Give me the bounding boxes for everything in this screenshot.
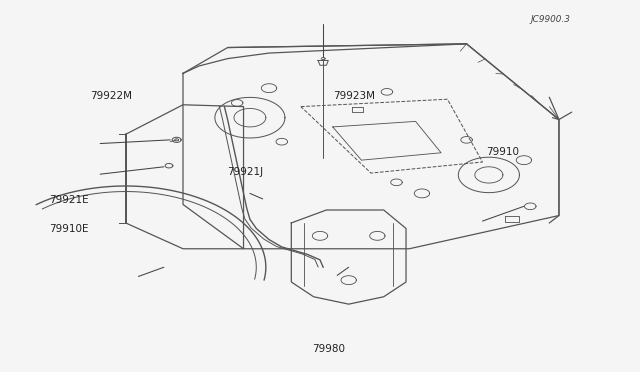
Text: 79922M: 79922M	[91, 91, 132, 101]
Text: 79923M: 79923M	[333, 91, 375, 101]
Text: 79921E: 79921E	[49, 195, 89, 205]
Text: 79910E: 79910E	[49, 224, 89, 234]
Text: 79910: 79910	[486, 147, 518, 157]
Text: 79921J: 79921J	[228, 167, 264, 177]
Text: JC9900.3: JC9900.3	[531, 15, 570, 24]
Text: 79980: 79980	[312, 344, 345, 354]
